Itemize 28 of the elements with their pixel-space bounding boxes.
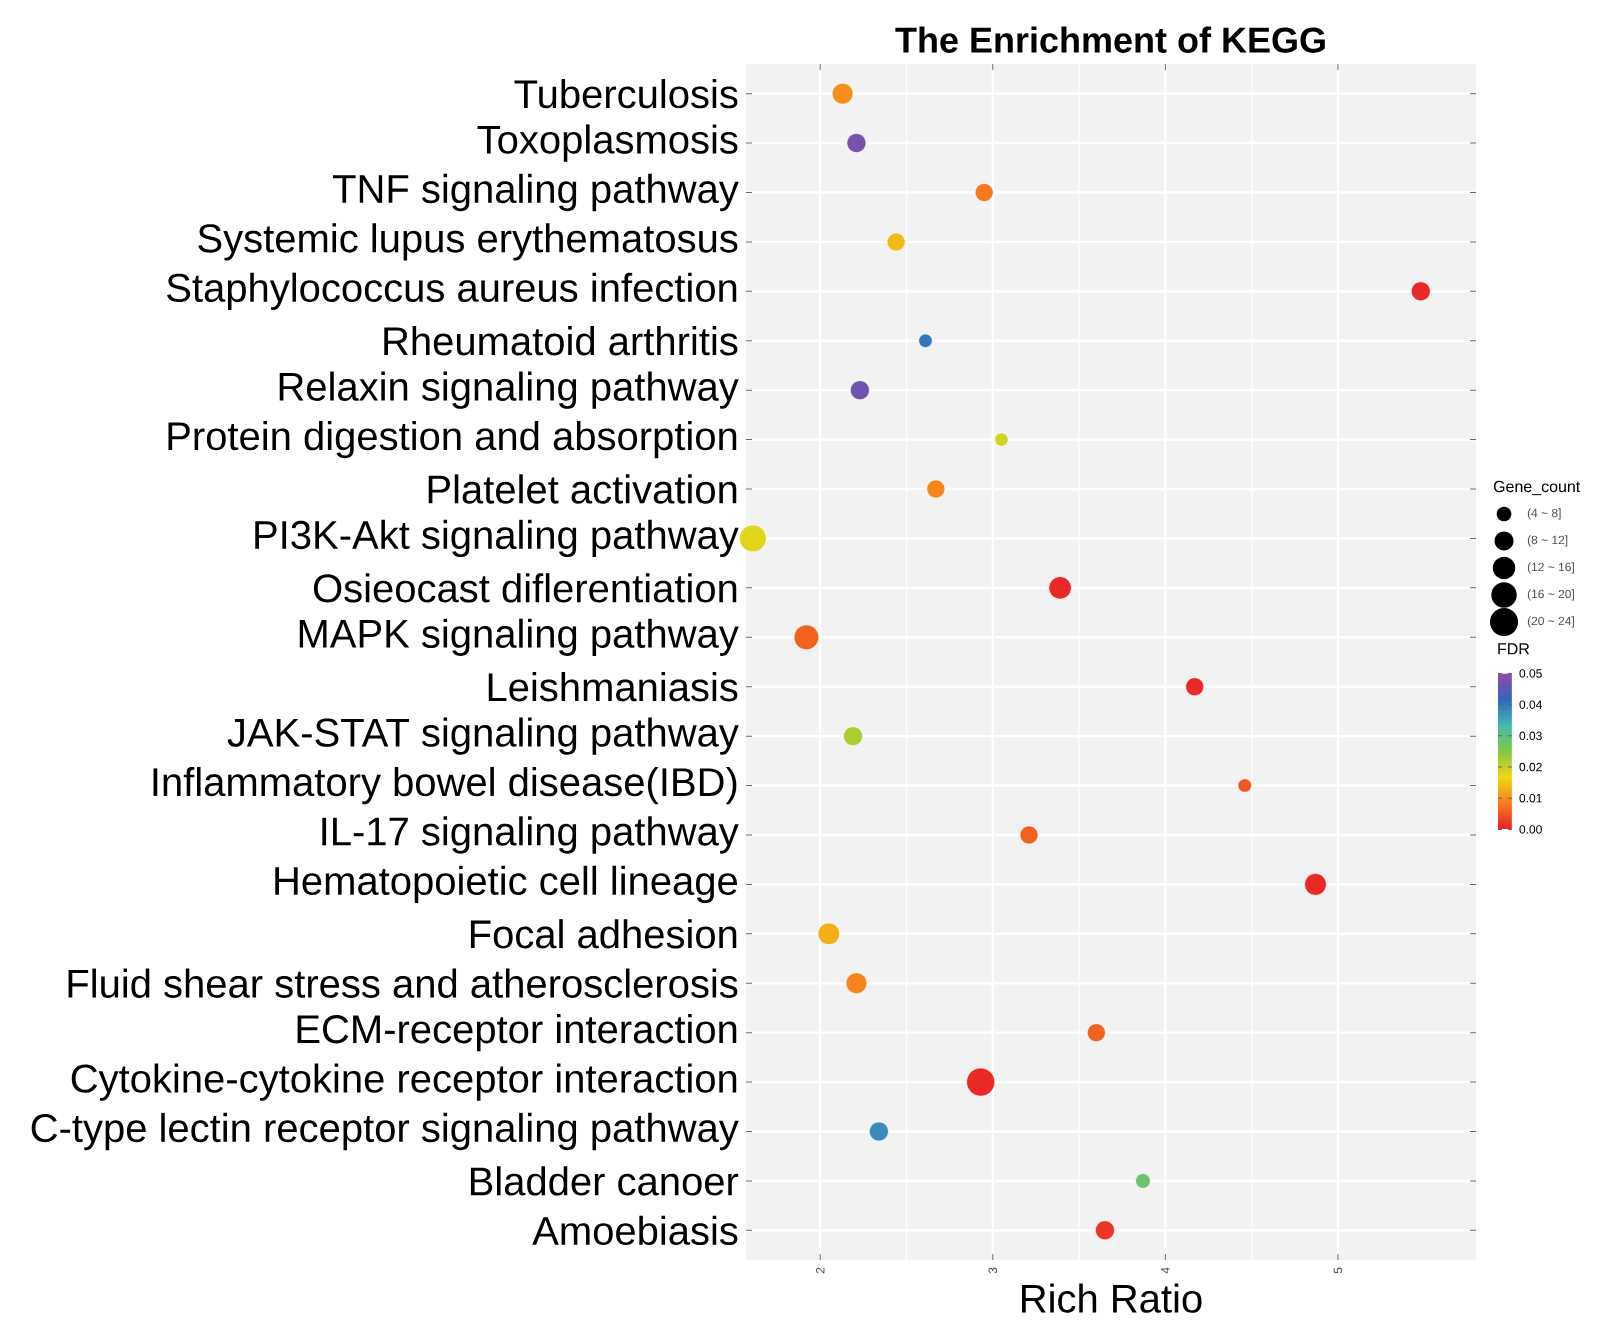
y-tick-label: Focal adhesion [470, 919, 737, 949]
y-tick-label: Platelet activation [428, 474, 737, 504]
y-tick-label: ECM-receptor interaction [297, 1014, 737, 1052]
y-tick-label: Bladder canoer [470, 1166, 739, 1196]
y-tick-label: Hematopoietic cell lineage [275, 865, 738, 904]
y-tick-label: TNF signaling pathway [332, 173, 739, 212]
y-tick-label: Tuberculosis [514, 78, 738, 109]
y-tick-label: Rheumatoid arthritis [384, 326, 738, 356]
y-tick-label: MAPK signaling pathway [299, 618, 739, 656]
y-tick-label: Relaxin signaling pathway [279, 371, 739, 409]
y-tick-label: Staphylococcus aureus infection [167, 272, 737, 310]
x-axis-title: Rich Ratio [1022, 1283, 1202, 1313]
y-tick-label: C-type lectin receptor signaling pathway [31, 1112, 739, 1151]
legend-title: Gene_count [1493, 480, 1581, 496]
y-tick-label: Cytokine-cytokine receptor interaction [71, 1063, 737, 1101]
y-tick-label: Fluid shear stress and atherosclerosis [68, 968, 738, 998]
y-tick-label: Amoebiasis [532, 1215, 738, 1246]
y-tick-label: Osieocast diflerentiation [313, 573, 737, 603]
color-bar-title: FDR [1498, 643, 1530, 655]
y-tick-label: JAK-STAT signaling pathway [227, 717, 739, 755]
y-tick-label: Systemic lupus erythematosus [198, 223, 738, 261]
y-tick-label: Inflammatory bowel disease(IBD) [153, 766, 737, 805]
y-tick-label: IL-17 signaling pathway [322, 816, 739, 854]
y-tick-label: Protein digestion and absorption [168, 420, 737, 459]
y-tick-label: PI3K-Akt signaling pathway [255, 519, 739, 558]
y-tick-label: Toxoplasmosis [477, 124, 738, 162]
y-tick-label: Leishmaniasis [488, 672, 738, 702]
chart-title: The Enrichment of KEGG [895, 26, 1325, 53]
